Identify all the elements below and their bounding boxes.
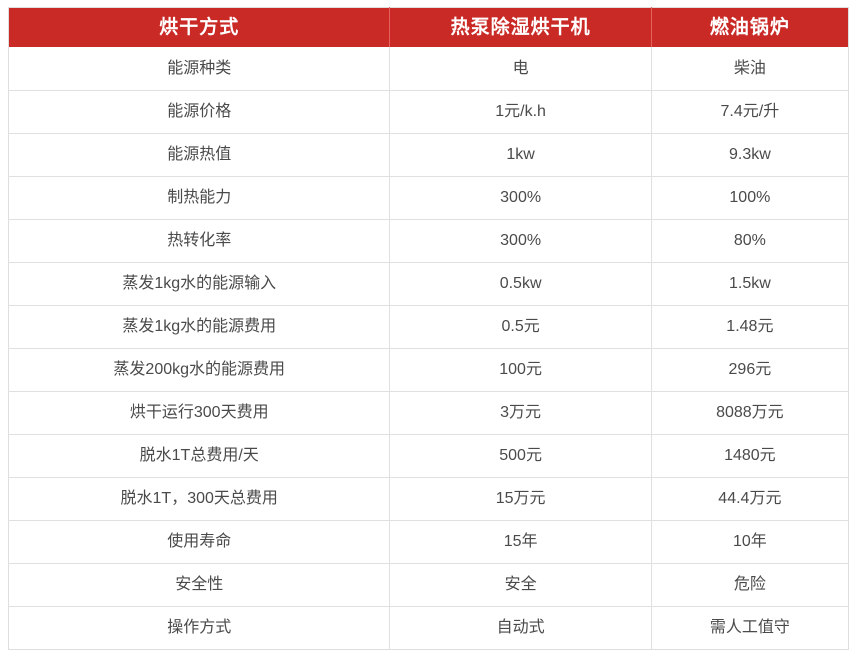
row-heatpump-cell: 电 xyxy=(389,47,652,91)
row-label-cell: 能源价格 xyxy=(8,90,391,134)
table-row: 脱水1T总费用/天 500元 1480元 xyxy=(8,434,849,478)
drying-method-comparison-table: 烘干方式 热泵除湿烘干机 燃油锅炉 能源种类电 柴油能源价格 1元/k.h 7.4元/… xyxy=(8,7,849,650)
row-label-cell: 操作方式 xyxy=(8,606,391,650)
row-boiler-cell: 柴油 xyxy=(733,60,766,77)
row-boiler-cell: 1480元 xyxy=(651,434,849,478)
row-boiler-cell: 9.3kw xyxy=(651,133,849,177)
row-label-cell: 蒸发1kg水的能源费用 xyxy=(8,305,391,349)
table-row: 安全性 安全 危险 xyxy=(8,563,849,607)
row-label-cell: 制热能力 xyxy=(8,176,391,220)
table-row: 制热能力 300% 100% xyxy=(8,176,849,220)
row-label-cell: 烘干运行300天费用 xyxy=(8,391,391,435)
row-label-cell: 热转化率 xyxy=(8,219,391,263)
comparison-table-container: 烘干方式 热泵除湿烘干机 燃油锅炉 能源种类电 柴油能源价格 1元/k.h 7.4元/… xyxy=(8,7,849,650)
row-label-cell: 安全性 xyxy=(8,563,391,607)
row-heatpump-cell: 0.5元 xyxy=(389,305,652,349)
row-heatpump-cell: 100元 xyxy=(389,348,652,392)
table-header: 烘干方式 热泵除湿烘干机 燃油锅炉 xyxy=(8,7,849,47)
row-boiler-cell: 100% xyxy=(651,176,849,220)
row-heatpump-cell: 安全 xyxy=(389,563,652,607)
row-label-cell: 脱水1T总费用/天 xyxy=(8,434,391,478)
row-heatpump-cell: 300% xyxy=(389,219,652,263)
column-header-heatpump: 热泵除湿烘干机 xyxy=(389,7,652,47)
row-heatpump-cell: 300% xyxy=(389,176,652,220)
row-label-cell: 脱水1T，300天总费用 xyxy=(8,477,391,521)
row-label-cell: 使用寿命 xyxy=(8,520,391,564)
table-row: 热转化率 300% 80% xyxy=(8,219,849,263)
table-row: 能源价格 1元/k.h 7.4元/升 xyxy=(8,90,849,134)
row-boiler-cell: 危险 xyxy=(651,563,849,607)
row-heatpump-cell: 1元/k.h xyxy=(389,90,652,134)
table-row: 使用寿命 15年 10年 xyxy=(8,520,849,564)
row-boiler-cell: 80% xyxy=(651,219,849,263)
row-label-cell: 能源种类 xyxy=(8,47,391,91)
row-boiler-cell: 7.4元/升 xyxy=(651,90,849,134)
row-boiler-cell: 296元 xyxy=(651,348,849,392)
row-boiler-cell: 10年 xyxy=(651,520,849,564)
table-row: 烘干运行300天费用 3万元 8088万元 xyxy=(8,391,849,435)
row-heatpump-cell: 自动式 xyxy=(389,606,652,650)
row-boiler-cell: 44.4万元 xyxy=(651,477,849,521)
table-row: 操作方式 自动式 需人工值守 xyxy=(8,606,849,650)
row-label-cell: 蒸发1kg水的能源输入 xyxy=(8,262,391,306)
row-heatpump-cell: 500元 xyxy=(389,434,652,478)
table-row: 蒸发1kg水的能源费用 0.5元 1.48元 xyxy=(8,305,849,349)
table-row: 脱水1T，300天总费用 15万元 44.4万元 xyxy=(8,477,849,521)
row-heatpump-cell: 15年 xyxy=(389,520,652,564)
row-heatpump-cell: 1kw xyxy=(389,133,652,177)
row-label-cell: 蒸发200kg水的能源费用 xyxy=(8,348,391,392)
row-label-cell: 能源热值 xyxy=(8,133,391,177)
row-heatpump-cell: 0.5kw xyxy=(389,262,652,306)
column-header-method: 烘干方式 xyxy=(8,7,391,47)
row-boiler-cell: 1.5kw xyxy=(651,262,849,306)
row-boiler-cell: 8088万元 xyxy=(651,391,849,435)
row-boiler-cell: 1.48元 xyxy=(651,305,849,349)
column-header-boiler: 燃油锅炉 xyxy=(651,7,849,47)
table-row: 能源热值 1kw 9.3kw xyxy=(8,133,849,177)
row-heatpump-cell: 3万元 xyxy=(389,391,652,435)
table-body: 能源种类电柴油 能源价格 1元/k.h 7.4元/升 能源热值 1kw 9.3kw 制热能力 3… xyxy=(8,47,849,650)
table-header-row: 烘干方式 热泵除湿烘干机 燃油锅炉 xyxy=(8,7,849,47)
row-boiler-cell: 需人工值守 xyxy=(651,606,849,650)
table-row: 能源种类电 柴油 xyxy=(8,47,849,91)
row-heatpump-cell: 15万元 xyxy=(389,477,652,521)
table-row: 蒸发200kg水的能源费用 100元 296元 xyxy=(8,348,849,392)
table-row: 蒸发1kg水的能源输入 0.5kw 1.5kw xyxy=(8,262,849,306)
